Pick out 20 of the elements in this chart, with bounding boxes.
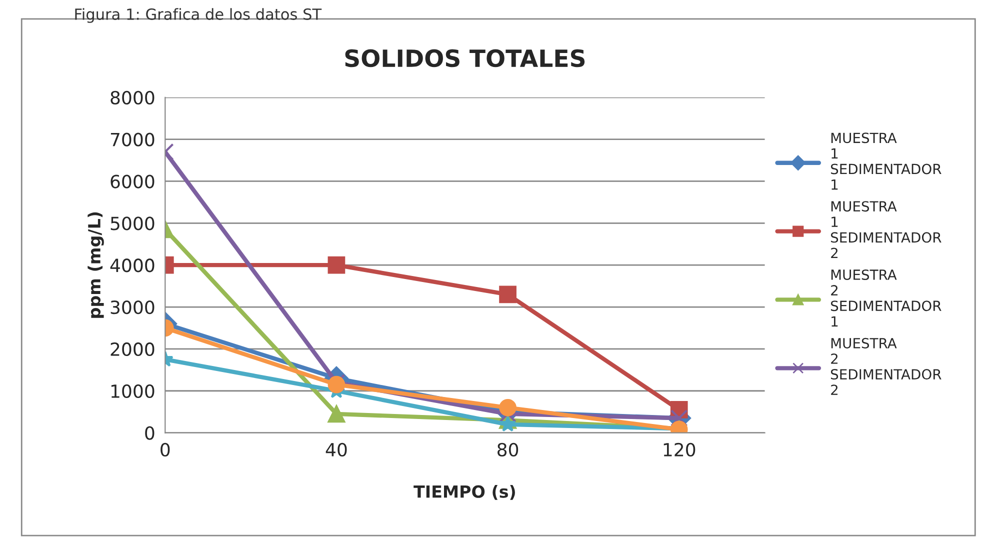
y-tick-label: 1000 xyxy=(111,384,154,398)
x-tick-label: 80 xyxy=(498,442,518,456)
legend-label: MUESTRA 2 SEDIMENTADOR 2 xyxy=(830,338,942,395)
y-tick-label: 4000 xyxy=(110,258,154,272)
y-tick-label: 8000 xyxy=(110,90,154,104)
legend-label: MUESTRA 1 SEDIMENTADOR 2 xyxy=(830,201,942,258)
y-tick-label: 6000 xyxy=(110,174,154,188)
y-tick-label: 0 xyxy=(145,426,154,440)
y-axis-title: ppm (mg/L) xyxy=(88,212,104,318)
y-tick-label: 7000 xyxy=(110,132,154,146)
y-tick-label: 3000 xyxy=(110,300,154,314)
x-tick-label: 120 xyxy=(664,442,696,456)
legend-label: MUESTRA 2 SEDIMENTADOR 1 xyxy=(830,270,942,326)
chart-title: SOLIDOS TOTALES xyxy=(345,49,585,68)
legend-label: MUESTRA 1 SEDIMENTADOR 1 xyxy=(830,132,942,190)
x-tick-label: 0 xyxy=(160,442,170,456)
y-tick-label: 2000 xyxy=(110,342,154,356)
x-tick-label: 40 xyxy=(326,442,347,456)
x-axis-title: TIEMPO (s) xyxy=(414,485,515,500)
y-tick-label: 5000 xyxy=(110,216,154,230)
